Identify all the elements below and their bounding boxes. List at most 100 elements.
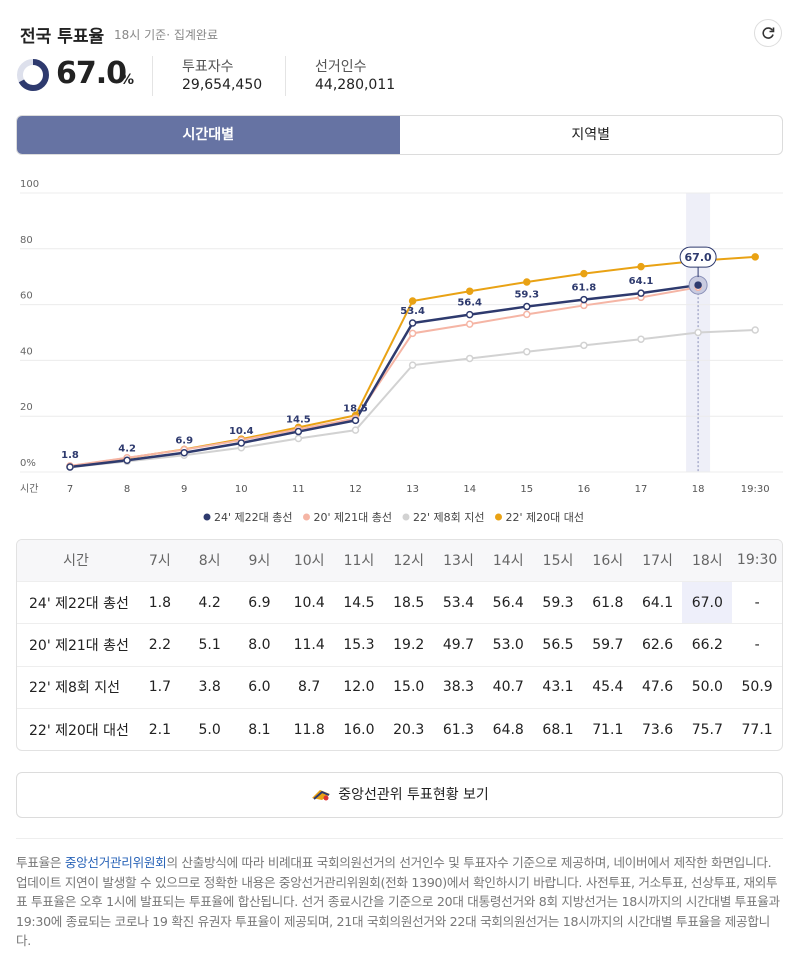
point: [465, 310, 474, 319]
rate-value: 67.0: [56, 56, 127, 91]
point: [465, 320, 474, 328]
value-label: 56.4: [457, 298, 482, 309]
separator: [152, 56, 153, 96]
legend-label: 22' 제8회 지선: [413, 511, 485, 524]
table-cell: 1.7: [135, 665, 185, 709]
table: 시간 7시 8시 9시 10시 11시 12시 13시 14시 15시 16시 17시 18시 19:30…: [17, 540, 782, 750]
table-cell: 61.8: [582, 580, 633, 624]
legend-swatch: [402, 513, 410, 521]
tabs: 시간대별 지역별: [16, 115, 783, 155]
y-tick-label: 60: [20, 291, 33, 302]
table-cell: 47.6: [632, 665, 683, 709]
point: [637, 262, 645, 271]
notice-link[interactable]: 중앙선거관리위원회: [64, 855, 167, 870]
point: [580, 269, 588, 278]
legend-label: 20' 제21대 총선: [314, 511, 393, 524]
link-button[interactable]: 중앙선관위 투표현황 보기: [16, 772, 783, 818]
table-cell: 61.3: [433, 708, 484, 750]
table-cell: 75.7: [682, 708, 733, 750]
subtitle: 18시 기준· 집계완료: [114, 28, 218, 42]
value-label: 1.8: [61, 450, 79, 461]
x-tick-label: 11: [292, 484, 305, 495]
point: [351, 416, 360, 425]
table-header-cell: 16시: [582, 540, 633, 582]
table-header-cell: 15시: [533, 540, 583, 582]
x-tick-label: 13: [406, 484, 419, 495]
donut-arc: [17, 59, 49, 91]
table-cell: 50.0: [682, 665, 733, 709]
series-line: [69, 283, 699, 469]
stat-value: 29,654,450: [182, 77, 263, 93]
table-header-cell: 7시: [135, 540, 185, 582]
value-label: 10.4: [229, 426, 254, 437]
separator: [285, 56, 286, 96]
y-tick-label: 40: [20, 346, 33, 357]
x-tick-label: 19:30: [741, 484, 770, 495]
table-cell: 16.0: [334, 708, 384, 750]
tab[interactable]: 지역별: [571, 127, 611, 143]
point: [294, 427, 303, 436]
value-label: 61.8: [572, 283, 597, 294]
value-label: 59.3: [514, 290, 539, 301]
table-cell: 45.4: [582, 665, 633, 709]
legend-swatch: [495, 513, 502, 521]
x-tick-label: 15: [520, 484, 533, 495]
table-cell: -: [732, 580, 782, 624]
table-cell: 15.0: [383, 665, 434, 709]
notice-text: 투표율은: [16, 855, 65, 870]
table-row: 22' 제8회 지선 1.7 3.8 6.0 8.7 12.0 15.0 38.3 40.7 43…: [17, 665, 782, 709]
value-label: 6.9: [175, 436, 193, 447]
refresh-icon: [762, 27, 775, 39]
table-cell: 19.2: [383, 623, 434, 667]
point: [123, 456, 131, 465]
table-header-cell: 17시: [632, 540, 683, 582]
table-header-cell: 10시: [284, 540, 335, 582]
legend-label: 24' 제22대 총선: [214, 511, 293, 524]
table-cell: 20.3: [383, 708, 434, 750]
table-wrap: 시간 7시 8시 9시 10시 11시 12시 13시 14시 15시 16시 17시 18시 19:30…: [16, 539, 783, 751]
legend-swatch: [303, 513, 310, 521]
table-cell: 67.0: [682, 580, 733, 624]
rate-donut: [17, 59, 49, 91]
table-cell: 73.6: [632, 708, 683, 750]
table-cell: 2.1: [135, 708, 185, 750]
table-cell: 10.4: [284, 580, 335, 624]
table-header-cell: 19:30: [732, 540, 782, 582]
value-label: 18.5: [343, 403, 368, 414]
table-cell: 53.4: [433, 580, 484, 624]
table-cell: 38.3: [433, 665, 484, 709]
stat-value: 44,280,011: [315, 77, 396, 93]
point: [523, 348, 531, 356]
table-cell: 1.8: [135, 580, 185, 624]
table-cell: 64.1: [632, 580, 683, 624]
table-cell: 22' 제8회 지선: [17, 665, 135, 709]
rate-unit: %: [120, 72, 135, 88]
point: [237, 439, 246, 447]
table-cell: 43.1: [533, 665, 583, 709]
table-cell: 18.5: [383, 580, 434, 624]
point: [180, 448, 188, 457]
table-row: 24' 제22대 총선 1.8 4.2 6.9 10.4 14.5 18.5 53.4 56.4…: [17, 580, 782, 624]
point: [351, 426, 360, 434]
y-tick-label: 100: [20, 180, 39, 190]
point: [751, 326, 759, 334]
x-tick-label: 16: [578, 484, 591, 495]
x-tick-label: 17: [635, 484, 648, 495]
table-cell: 15.3: [334, 623, 384, 667]
point: [408, 361, 417, 369]
x-tick-label: 8: [124, 484, 130, 495]
notice: 투표율은 중앙선거관리위원회의 산출방식에 따라 비례대표 국회의원선거의 선거…: [16, 853, 783, 951]
table-cell: 24' 제22대 총선: [17, 580, 135, 624]
point: [523, 278, 531, 286]
table-row: 22' 제20대 대선 2.1 5.0 8.1 11.8 16.0 20.3 61.3 64.8…: [17, 708, 782, 750]
button-label: 중앙선관위 투표현황 보기: [338, 787, 489, 803]
x-tick-label: 18: [692, 484, 705, 495]
table-cell: 56.4: [483, 580, 534, 624]
refresh-button[interactable]: [754, 19, 782, 47]
table-header-row: 시간 7시 8시 9시 10시 11시 12시 13시 14시 15시 16시 17시 18시 19:30: [17, 540, 782, 582]
point: [523, 310, 531, 319]
point: [465, 287, 474, 295]
tab[interactable]: 시간대별: [17, 116, 400, 154]
table-cell: 22' 제20대 대선: [17, 708, 135, 750]
value-label: 67.0: [685, 251, 712, 264]
